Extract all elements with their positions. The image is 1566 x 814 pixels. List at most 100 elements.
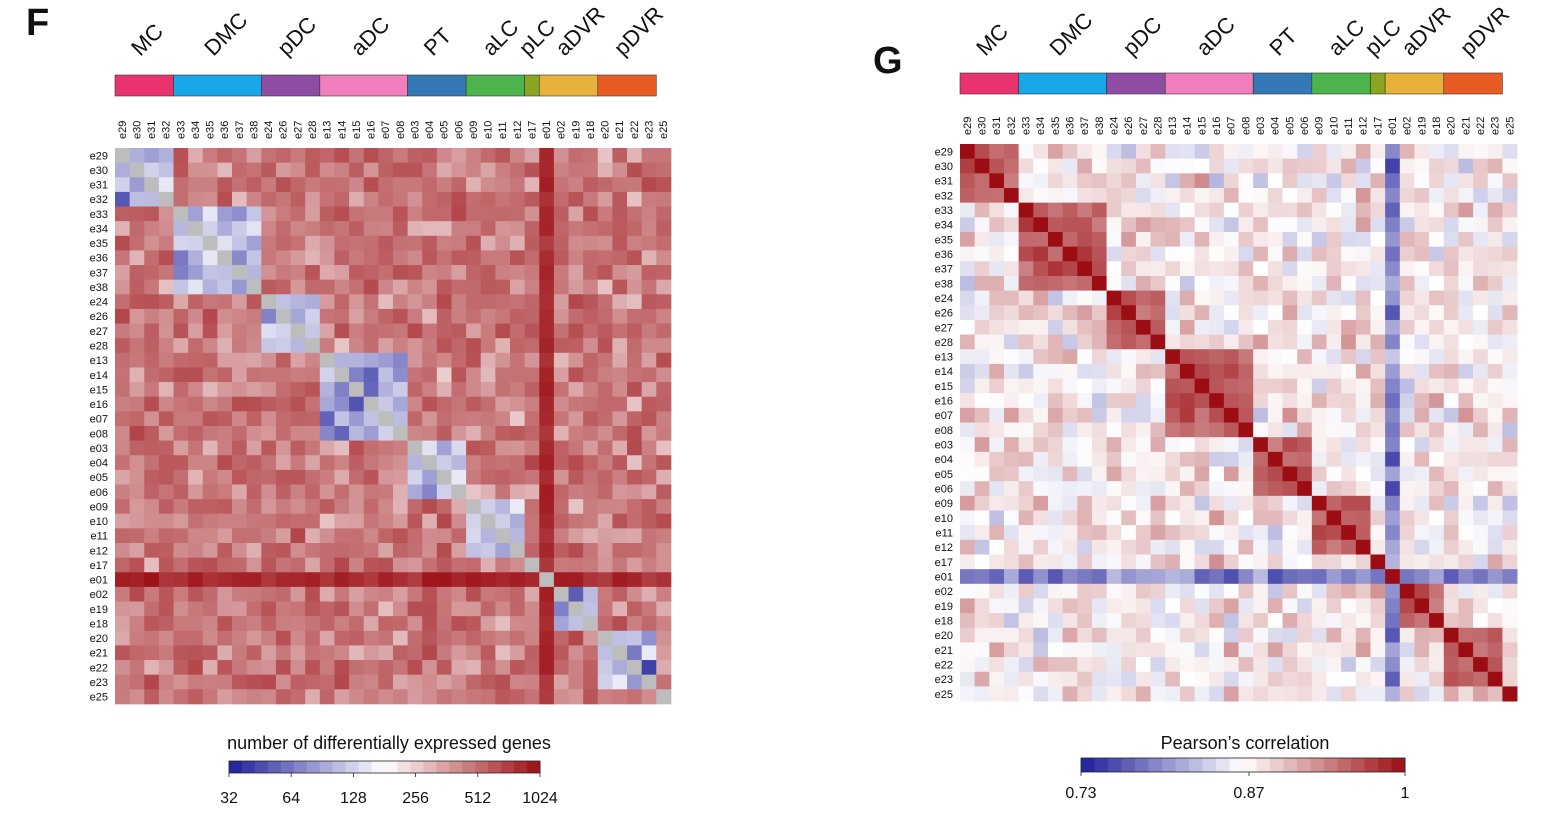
heatmap-cell bbox=[1091, 466, 1107, 482]
heatmap-cell bbox=[1297, 202, 1313, 218]
heatmap-cell bbox=[232, 323, 248, 339]
heatmap-cell bbox=[1165, 334, 1181, 350]
heatmap-cell bbox=[275, 689, 291, 705]
heatmap-cell bbox=[641, 543, 657, 559]
heatmap-cell bbox=[1033, 158, 1049, 174]
heatmap-cell bbox=[422, 148, 438, 164]
heatmap-cell bbox=[1179, 481, 1195, 497]
heatmap-cell bbox=[246, 279, 262, 295]
heatmap-cell bbox=[1047, 525, 1064, 541]
heatmap-cell bbox=[290, 455, 306, 471]
heatmap-cell bbox=[1253, 363, 1269, 379]
heatmap-cell bbox=[1062, 393, 1078, 409]
heatmap-cell bbox=[319, 294, 335, 310]
heatmap-cell bbox=[407, 630, 423, 646]
heatmap-cell bbox=[1414, 569, 1430, 585]
heatmap-cell bbox=[1429, 275, 1445, 291]
heatmap-cell bbox=[1311, 598, 1327, 614]
heatmap-cell bbox=[1253, 187, 1269, 204]
colorbar-segment bbox=[1148, 758, 1163, 772]
heatmap-cell bbox=[656, 630, 672, 646]
heatmap-cell bbox=[158, 294, 174, 310]
heatmap-cell bbox=[1194, 627, 1210, 643]
heatmap-cell bbox=[1385, 510, 1401, 526]
heatmap-cell bbox=[989, 261, 1005, 277]
heatmap-cell bbox=[1003, 525, 1020, 541]
heatmap-cell bbox=[129, 425, 145, 441]
heatmap-cell bbox=[1458, 305, 1474, 321]
row-label: e29 bbox=[90, 150, 108, 162]
heatmap-cell bbox=[1311, 305, 1327, 321]
heatmap-cell bbox=[275, 294, 291, 310]
heatmap-cell bbox=[480, 469, 496, 485]
heatmap-cell bbox=[363, 279, 379, 295]
heatmap-cell bbox=[960, 246, 976, 262]
heatmap-cell bbox=[261, 513, 277, 529]
heatmap-cell bbox=[1341, 378, 1357, 394]
heatmap-cell bbox=[451, 425, 467, 441]
heatmap-cell bbox=[1077, 290, 1093, 306]
heatmap-cell bbox=[144, 367, 160, 383]
heatmap-cell bbox=[349, 528, 365, 544]
heatmap-cell bbox=[1253, 495, 1269, 511]
heatmap-cell bbox=[232, 528, 248, 544]
heatmap-cell bbox=[1429, 217, 1445, 233]
heatmap-cell bbox=[115, 221, 131, 237]
heatmap-cell bbox=[510, 586, 526, 602]
heatmap-cell bbox=[1135, 334, 1151, 350]
heatmap-cell bbox=[115, 148, 131, 164]
heatmap-cell bbox=[158, 191, 174, 207]
heatmap-cell bbox=[1121, 305, 1137, 321]
heatmap-cell bbox=[1091, 231, 1107, 248]
heatmap-cell bbox=[495, 382, 511, 398]
heatmap-cell bbox=[1194, 334, 1210, 350]
row-label: e34 bbox=[90, 223, 108, 235]
heatmap-cell bbox=[539, 279, 555, 295]
heatmap-cell bbox=[1223, 627, 1239, 643]
heatmap-cell bbox=[466, 148, 482, 164]
heatmap-cell bbox=[1062, 173, 1078, 189]
heatmap-cell bbox=[436, 191, 452, 207]
heatmap-cell bbox=[232, 499, 248, 515]
heatmap-cell bbox=[1267, 627, 1283, 643]
heatmap-cell bbox=[115, 382, 131, 398]
col-label: e06 bbox=[453, 121, 465, 139]
heatmap-cell bbox=[1487, 334, 1503, 350]
heatmap-cell bbox=[349, 177, 365, 193]
heatmap-cell bbox=[173, 265, 189, 281]
heatmap-cell bbox=[1267, 202, 1283, 218]
heatmap-cell bbox=[1429, 495, 1445, 511]
heatmap-cell bbox=[202, 601, 218, 617]
heatmap-cell bbox=[1179, 407, 1195, 423]
heatmap-cell bbox=[115, 191, 131, 207]
heatmap-cell bbox=[1355, 583, 1371, 599]
heatmap-cell bbox=[1399, 261, 1415, 277]
heatmap-cell bbox=[1399, 422, 1415, 438]
heatmap-cell bbox=[1267, 598, 1283, 614]
heatmap-cell bbox=[641, 206, 657, 222]
heatmap-cell bbox=[1179, 686, 1195, 702]
row-label: e19 bbox=[90, 604, 108, 616]
heatmap-cell bbox=[1458, 261, 1474, 277]
heatmap-cell bbox=[480, 162, 496, 178]
heatmap-cell bbox=[1106, 539, 1122, 555]
heatmap-cell bbox=[1399, 275, 1415, 291]
heatmap-cell bbox=[466, 425, 482, 441]
heatmap-cell bbox=[1033, 246, 1049, 262]
heatmap-cell bbox=[378, 674, 394, 690]
heatmap-cell bbox=[1414, 613, 1430, 629]
heatmap-cell bbox=[1003, 583, 1020, 599]
heatmap-cell bbox=[129, 206, 145, 222]
heatmap-cell bbox=[363, 455, 379, 471]
heatmap-cell bbox=[553, 206, 569, 222]
heatmap-cell bbox=[290, 499, 306, 515]
heatmap-cell bbox=[1179, 583, 1195, 599]
colorbar-segment bbox=[345, 761, 359, 773]
heatmap-cell bbox=[1487, 583, 1503, 599]
heatmap-cell bbox=[1106, 261, 1122, 277]
heatmap-cell bbox=[378, 352, 394, 368]
heatmap-cell bbox=[612, 177, 628, 193]
heatmap-cell bbox=[1341, 583, 1357, 599]
heatmap-cell bbox=[158, 279, 174, 295]
heatmap-cell bbox=[217, 440, 233, 456]
